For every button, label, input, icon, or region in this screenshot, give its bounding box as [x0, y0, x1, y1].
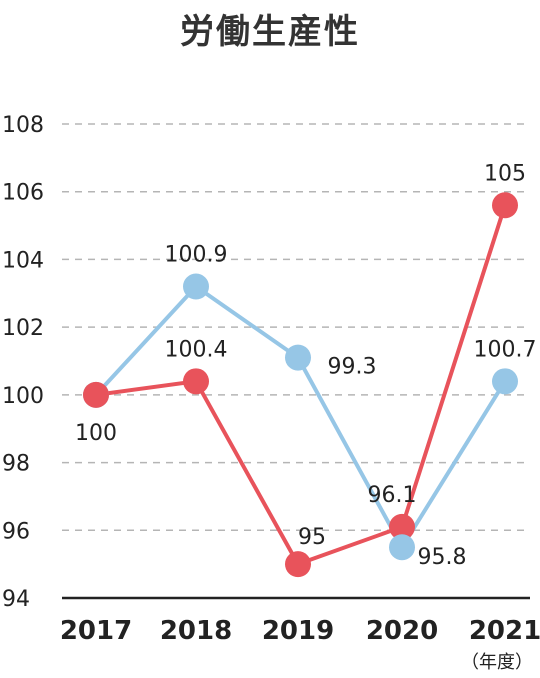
y-tick-label: 102 — [2, 316, 44, 341]
data-label: 100.7 — [474, 337, 537, 362]
y-tick-label: 106 — [2, 181, 44, 206]
data-label: 99.3 — [328, 355, 377, 380]
x-tick-label: 2018 — [160, 616, 232, 646]
data-label: 105 — [484, 161, 526, 186]
x-axis-ticks: 2017 2018 2019 2020 2021 — [60, 616, 540, 646]
series-0-point — [183, 368, 209, 395]
y-tick-label: 98 — [2, 452, 30, 477]
series-0-point — [389, 513, 415, 540]
data-label: 95.8 — [418, 545, 467, 570]
series-0-point — [492, 192, 518, 219]
y-tick-label: 100 — [2, 384, 44, 409]
grid-lines — [62, 123, 530, 532]
series-0-point — [83, 381, 109, 408]
series-0-point — [285, 551, 311, 578]
series-1-point — [389, 534, 415, 561]
y-tick-label: 108 — [2, 113, 44, 138]
data-label: 95 — [298, 525, 326, 550]
data-labels: 100.4 95 96.1 105 100 100.9 99.3 95.8 100.7 — [75, 161, 536, 570]
x-tick-label: 2021 — [469, 616, 540, 646]
data-label: 100.4 — [165, 337, 228, 362]
series-line-1 — [94, 284, 507, 550]
series-1-point — [285, 344, 311, 371]
chart-title: 労働生産性 — [180, 12, 360, 52]
y-tick-label: 96 — [2, 519, 30, 544]
x-axis-unit: （年度） — [461, 652, 533, 673]
y-axis-ticks: 94 96 98 100 102 104 106 108 — [2, 113, 44, 612]
x-tick-label: 2019 — [262, 616, 334, 646]
series-1-point — [183, 273, 209, 300]
series-1-point — [492, 368, 518, 395]
data-label: 96.1 — [368, 483, 417, 508]
data-label: 100.9 — [165, 243, 228, 268]
y-tick-label: 104 — [2, 248, 44, 273]
x-tick-label: 2017 — [60, 616, 132, 646]
y-tick-label: 94 — [2, 587, 30, 612]
series-lines — [83, 192, 518, 578]
x-tick-label: 2020 — [366, 616, 438, 646]
data-label: 100 — [75, 421, 117, 446]
